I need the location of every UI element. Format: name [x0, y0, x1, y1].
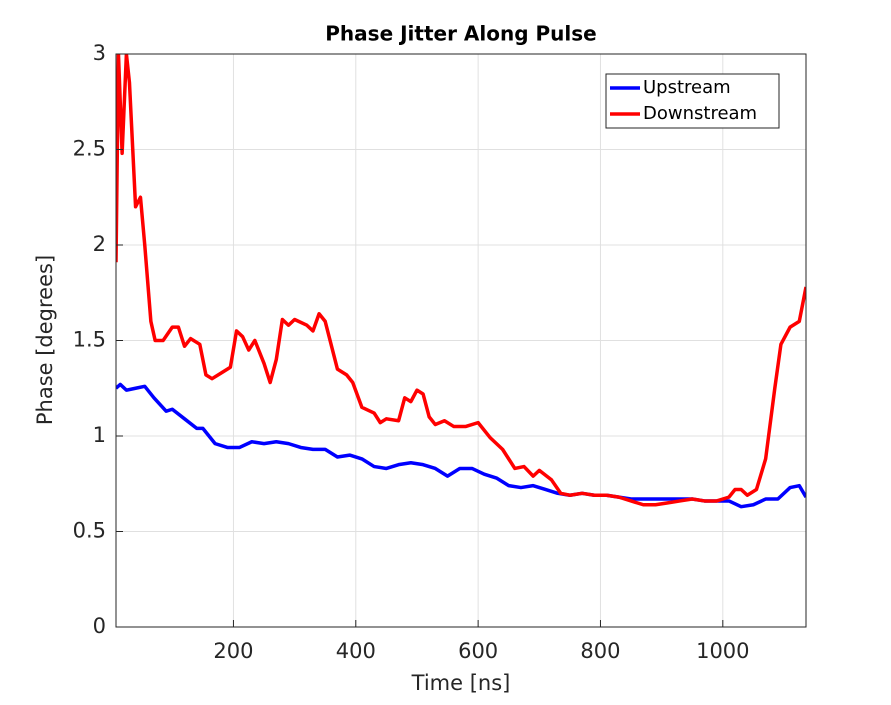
legend-box	[605, 73, 780, 129]
y-tick-label: 2.5	[73, 137, 106, 161]
y-tick-label: 1	[93, 423, 106, 447]
legend-label: Upstream	[643, 77, 731, 98]
y-tick-label: 3	[93, 41, 106, 65]
x-tick-label: 1000	[696, 639, 749, 663]
x-tick-label: 200	[213, 639, 253, 663]
legend: Upstream Downstream	[605, 73, 780, 129]
y-tick-label: 0.5	[73, 519, 106, 543]
chart-title: Phase Jitter Along Pulse	[325, 22, 596, 46]
x-tick-label: 400	[336, 639, 376, 663]
series-line	[116, 54, 806, 507]
ticks: 200 400 600 800 1000 0 0.5 1 1.5 2 2.5 3	[73, 41, 750, 663]
y-tick-label: 2	[93, 232, 106, 256]
x-axis-label: Time [ns]	[411, 671, 511, 695]
lines	[116, 54, 806, 509]
y-tick-label: 0	[93, 614, 106, 638]
x-tick-label: 800	[580, 639, 620, 663]
y-tick-label: 1.5	[73, 328, 106, 352]
legend-label: Downstream	[643, 103, 757, 124]
grid	[116, 53, 806, 628]
x-tick-label: 600	[458, 639, 498, 663]
y-axis-label: Phase [degrees]	[33, 255, 57, 425]
